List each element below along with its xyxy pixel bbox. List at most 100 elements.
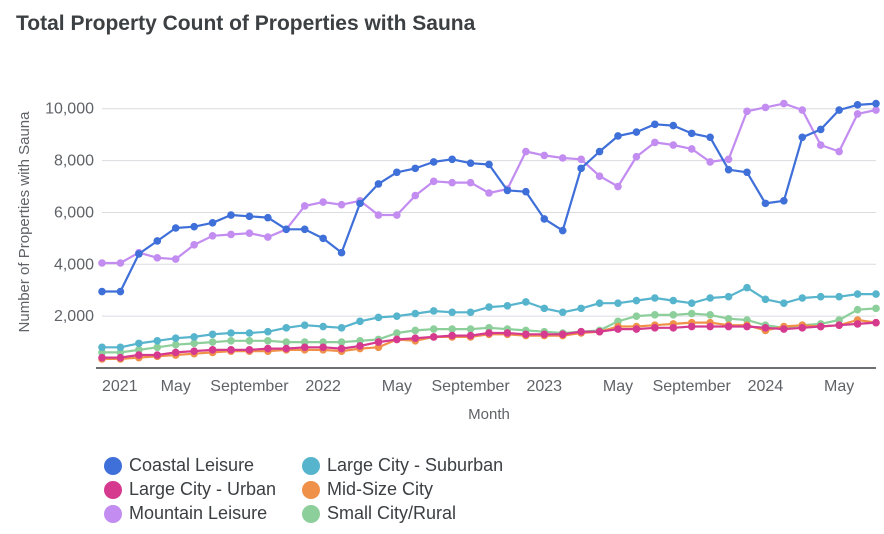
data-point-mountain-leisure[interactable] xyxy=(780,99,788,108)
data-point-mountain-leisure[interactable] xyxy=(835,147,843,156)
data-point-small-city-rural[interactable] xyxy=(687,309,696,318)
data-point-large-city-suburban[interactable] xyxy=(116,343,125,352)
data-point-coastal-leisure[interactable] xyxy=(153,237,162,245)
data-point-coastal-leisure[interactable] xyxy=(540,215,549,223)
data-point-coastal-leisure[interactable] xyxy=(393,168,401,177)
data-point-mountain-leisure[interactable] xyxy=(319,198,327,206)
data-point-mountain-leisure[interactable] xyxy=(393,211,401,219)
data-point-large-city-urban[interactable] xyxy=(614,325,622,333)
data-point-large-city-suburban[interactable] xyxy=(429,307,438,315)
data-point-large-city-urban[interactable] xyxy=(429,333,438,341)
data-point-coastal-leisure[interactable] xyxy=(651,120,659,129)
data-point-mountain-leisure[interactable] xyxy=(208,231,217,240)
data-point-mountain-leisure[interactable] xyxy=(632,152,641,161)
data-point-large-city-suburban[interactable] xyxy=(337,324,346,332)
data-point-large-city-urban[interactable] xyxy=(743,322,751,331)
data-point-coastal-leisure[interactable] xyxy=(374,180,383,188)
data-point-coastal-leisure[interactable] xyxy=(577,164,585,173)
data-point-large-city-urban[interactable] xyxy=(595,327,604,336)
data-point-small-city-rural[interactable] xyxy=(724,314,733,323)
data-point-mountain-leisure[interactable] xyxy=(816,141,825,149)
data-point-large-city-suburban[interactable] xyxy=(651,294,659,302)
data-point-large-city-urban[interactable] xyxy=(540,330,549,339)
data-point-coastal-leisure[interactable] xyxy=(816,125,825,134)
data-point-coastal-leisure[interactable] xyxy=(429,158,438,166)
data-point-large-city-suburban[interactable] xyxy=(356,317,364,326)
data-point-mountain-leisure[interactable] xyxy=(614,182,622,191)
data-point-coastal-leisure[interactable] xyxy=(116,287,125,296)
data-point-large-city-suburban[interactable] xyxy=(761,295,770,304)
data-point-small-city-rural[interactable] xyxy=(393,329,401,337)
data-point-coastal-leisure[interactable] xyxy=(614,132,622,140)
data-point-coastal-leisure[interactable] xyxy=(780,196,788,205)
data-point-large-city-suburban[interactable] xyxy=(448,308,456,317)
data-point-large-city-suburban[interactable] xyxy=(816,292,825,301)
data-point-mountain-leisure[interactable] xyxy=(706,158,714,166)
data-point-mountain-leisure[interactable] xyxy=(374,211,383,219)
data-point-coastal-leisure[interactable] xyxy=(595,147,604,156)
data-point-mountain-leisure[interactable] xyxy=(337,200,346,209)
data-point-mountain-leisure[interactable] xyxy=(485,189,493,197)
data-point-coastal-leisure[interactable] xyxy=(503,186,512,195)
data-point-mountain-leisure[interactable] xyxy=(687,145,696,153)
data-point-coastal-leisure[interactable] xyxy=(411,164,420,173)
data-point-coastal-leisure[interactable] xyxy=(448,155,456,164)
data-point-coastal-leisure[interactable] xyxy=(485,160,493,169)
data-point-mountain-leisure[interactable] xyxy=(116,259,125,267)
data-point-coastal-leisure[interactable] xyxy=(835,106,843,114)
data-point-mountain-leisure[interactable] xyxy=(540,151,549,160)
data-point-coastal-leisure[interactable] xyxy=(761,199,770,208)
data-point-large-city-suburban[interactable] xyxy=(190,333,198,341)
data-point-large-city-suburban[interactable] xyxy=(522,298,530,306)
data-point-large-city-suburban[interactable] xyxy=(632,296,641,305)
legend-item-mid-size-city[interactable]: Mid-Size City xyxy=(302,478,542,501)
data-point-small-city-rural[interactable] xyxy=(171,340,180,349)
data-point-small-city-rural[interactable] xyxy=(153,343,162,352)
data-point-small-city-rural[interactable] xyxy=(872,304,880,313)
data-point-large-city-urban[interactable] xyxy=(872,318,880,327)
data-point-small-city-rural[interactable] xyxy=(448,325,456,333)
data-point-coastal-leisure[interactable] xyxy=(190,222,198,231)
data-point-coastal-leisure[interactable] xyxy=(724,165,733,174)
data-point-large-city-urban[interactable] xyxy=(190,347,198,355)
data-point-large-city-urban[interactable] xyxy=(171,348,180,357)
data-point-large-city-urban[interactable] xyxy=(227,346,235,354)
data-point-mountain-leisure[interactable] xyxy=(577,155,585,164)
data-point-large-city-suburban[interactable] xyxy=(485,303,493,311)
data-point-large-city-urban[interactable] xyxy=(282,344,291,353)
data-point-coastal-leisure[interactable] xyxy=(743,168,751,177)
data-point-large-city-urban[interactable] xyxy=(116,353,125,362)
data-point-large-city-suburban[interactable] xyxy=(558,308,567,317)
data-point-coastal-leisure[interactable] xyxy=(245,212,254,221)
data-point-large-city-urban[interactable] xyxy=(356,342,364,350)
data-point-large-city-suburban[interactable] xyxy=(319,322,327,331)
data-point-mountain-leisure[interactable] xyxy=(558,154,567,162)
data-point-large-city-urban[interactable] xyxy=(208,346,217,354)
data-point-mountain-leisure[interactable] xyxy=(264,233,272,241)
data-point-large-city-urban[interactable] xyxy=(245,346,254,354)
data-point-coastal-leisure[interactable] xyxy=(356,199,364,208)
data-point-mountain-leisure[interactable] xyxy=(98,259,106,267)
data-point-mountain-leisure[interactable] xyxy=(743,107,751,116)
data-point-small-city-rural[interactable] xyxy=(245,336,254,345)
data-point-mountain-leisure[interactable] xyxy=(872,106,880,114)
data-point-coastal-leisure[interactable] xyxy=(687,129,696,138)
data-point-mountain-leisure[interactable] xyxy=(411,191,420,200)
data-point-large-city-urban[interactable] xyxy=(153,351,162,359)
data-point-mountain-leisure[interactable] xyxy=(651,138,659,147)
data-point-large-city-urban[interactable] xyxy=(780,325,788,333)
data-point-large-city-urban[interactable] xyxy=(98,353,106,362)
data-point-small-city-rural[interactable] xyxy=(632,312,641,320)
data-point-large-city-urban[interactable] xyxy=(393,335,401,344)
data-point-mountain-leisure[interactable] xyxy=(724,155,733,164)
data-point-large-city-suburban[interactable] xyxy=(872,290,880,298)
data-point-mountain-leisure[interactable] xyxy=(853,110,862,118)
legend-item-small-city-rural[interactable]: Small City/Rural xyxy=(302,502,542,525)
data-point-coastal-leisure[interactable] xyxy=(632,128,641,136)
data-point-mountain-leisure[interactable] xyxy=(153,254,162,262)
data-point-large-city-suburban[interactable] xyxy=(503,301,512,310)
data-point-large-city-urban[interactable] xyxy=(300,343,309,352)
data-point-large-city-urban[interactable] xyxy=(374,338,383,346)
data-point-mountain-leisure[interactable] xyxy=(669,141,678,149)
data-point-large-city-suburban[interactable] xyxy=(687,299,696,307)
